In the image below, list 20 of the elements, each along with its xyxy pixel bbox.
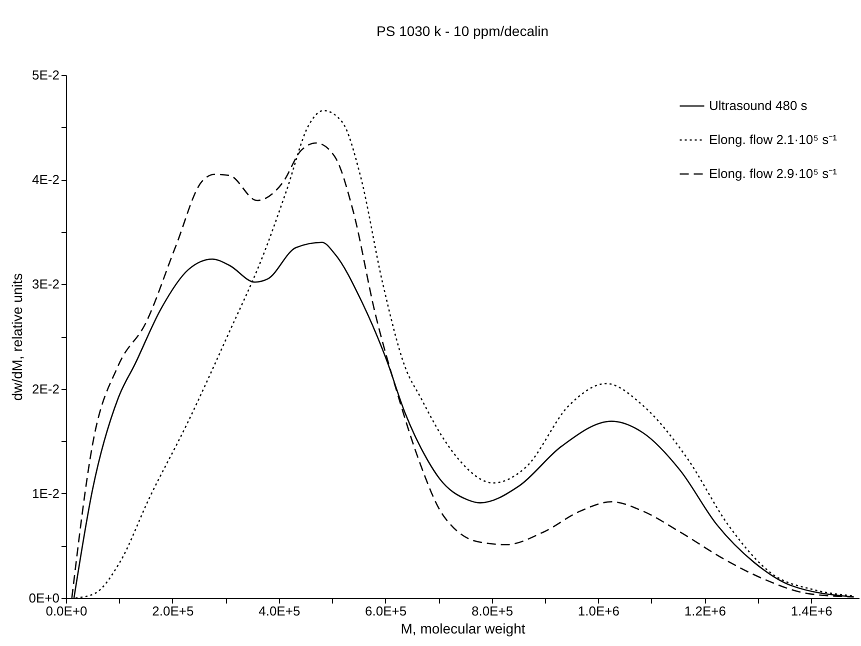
x-tick-label: 4.0E+5	[258, 604, 300, 618]
legend-label: Elong. flow 2.9·10⁵ s⁻¹	[709, 166, 838, 181]
legend-label: Elong. flow 2.1·10⁵ s⁻¹	[709, 132, 838, 147]
y-axis-title: dw/dM, relative units	[8, 273, 25, 401]
y-tick-label: 1E-2	[32, 486, 60, 501]
x-tick-label: 1.0E+6	[578, 604, 620, 618]
chart-title: PS 1030 k - 10 ppm/decalin	[376, 23, 548, 39]
x-tick-label: 2.0E+5	[152, 604, 194, 618]
x-tick-label: 6.0E+5	[365, 604, 407, 618]
y-tick-label: 4E-2	[32, 172, 60, 188]
y-tick-label: 2E-2	[32, 381, 60, 396]
x-tick-label: 1.2E+6	[684, 604, 726, 618]
y-tick-label: 3E-2	[32, 276, 60, 292]
x-tick-label: 8.0E+5	[471, 604, 514, 618]
y-tick-label: 0E+0	[28, 590, 60, 606]
y-tick-label: 5E-2	[32, 68, 60, 82]
legend-label: Ultrasound 480 s	[709, 98, 808, 113]
x-tick-label: 1.4E+6	[790, 604, 832, 618]
x-tick-label: 0.0E+0	[46, 604, 88, 618]
x-axis-title: M, molecular weight	[400, 620, 526, 636]
